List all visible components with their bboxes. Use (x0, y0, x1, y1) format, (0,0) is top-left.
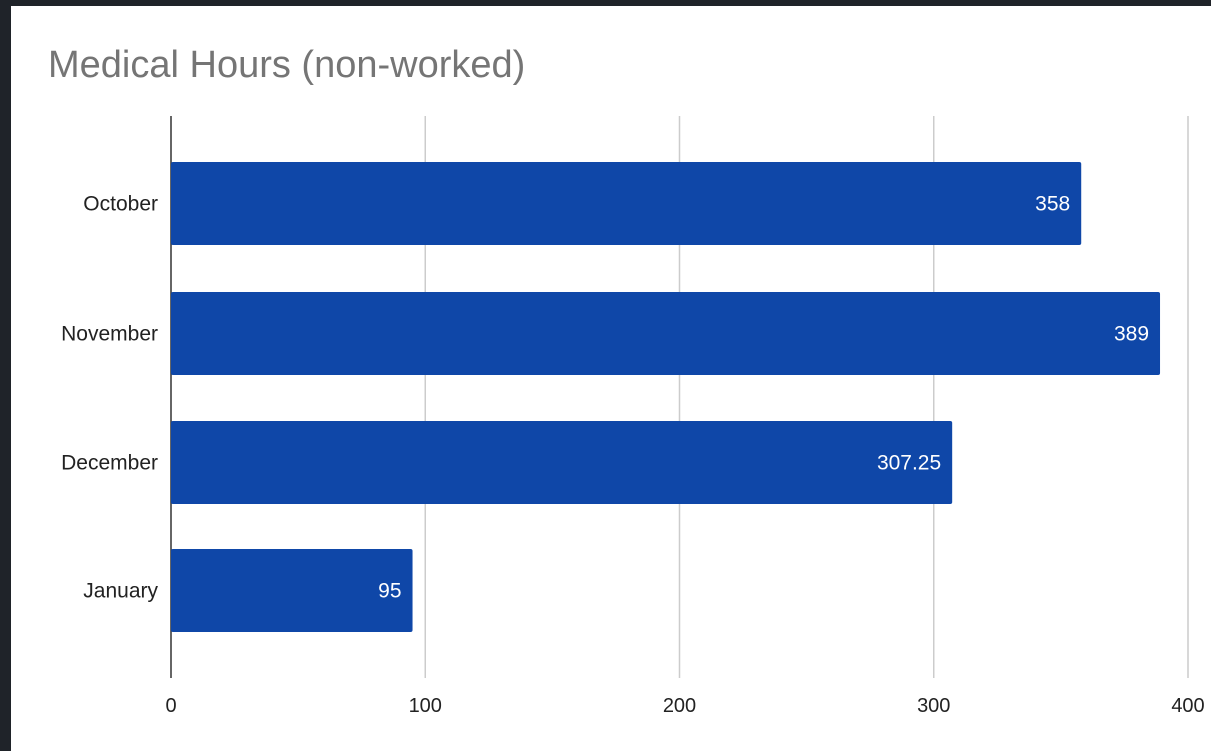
window-frame-left (0, 0, 11, 751)
x-tick-label: 0 (165, 695, 176, 717)
data-label: 389 (1114, 323, 1149, 346)
category-label: January (83, 580, 158, 603)
chart-title: Medical Hours (non-worked) (48, 44, 526, 86)
data-label: 307.25 (877, 452, 941, 475)
x-tick-label: 300 (917, 695, 950, 717)
category-label: November (61, 323, 158, 346)
window-frame-top (0, 0, 1211, 6)
label-layer: 0 100 200 300 400 October 358 November 389 Decemb… (61, 193, 1205, 718)
bar-layer (171, 162, 1161, 632)
x-tick-label: 100 (409, 695, 442, 717)
bar-chart: 0 100 200 300 400 October 358 November 389 Decemb… (61, 116, 1205, 718)
bar (171, 421, 953, 504)
bar (171, 162, 1082, 245)
chart-card: Medical Hours (non-worked) 0 100 200 300 400… (11, 6, 1211, 751)
x-tick-label: 200 (663, 695, 696, 717)
data-label: 95 (378, 580, 401, 603)
data-label: 358 (1035, 193, 1070, 216)
category-label: October (83, 193, 158, 216)
category-label: December (61, 452, 158, 475)
x-tick-label: 400 (1171, 695, 1204, 717)
bar (171, 292, 1161, 375)
bar (171, 549, 413, 632)
